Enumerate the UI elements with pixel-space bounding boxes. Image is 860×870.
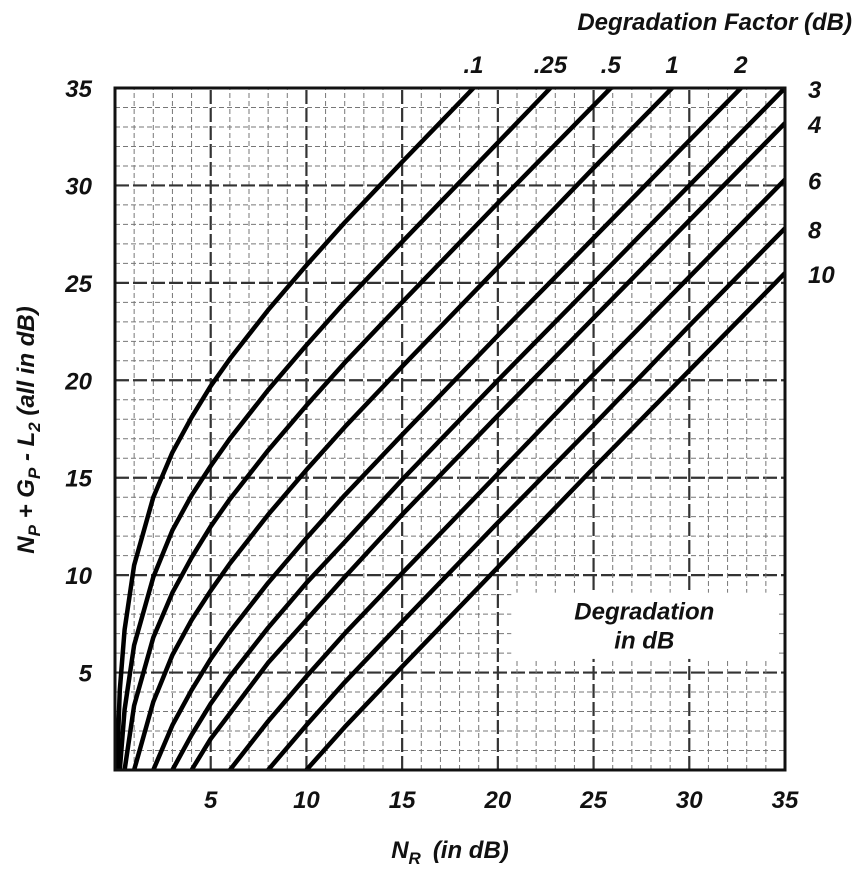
annotation-line2: in dB (614, 628, 674, 655)
curve-3 (170, 86, 787, 772)
curve-label: 2 (733, 52, 748, 79)
y-tick-label: 5 (79, 661, 93, 688)
curve-label: 10 (808, 262, 835, 289)
curve-8 (266, 226, 787, 772)
y-tick-label: 10 (65, 563, 92, 590)
curve-label: 4 (807, 112, 821, 139)
curve-label: 8 (808, 217, 822, 244)
y-tick-label: 25 (64, 271, 92, 298)
x-tick-label: 20 (484, 787, 512, 814)
x-tick-label: 30 (676, 787, 703, 814)
tick-labels: 5 10 15 20 25 30 35 5 10 15 20 25 30 35 (64, 76, 799, 814)
annotation-background (511, 592, 778, 659)
curve-label: .5 (601, 52, 622, 79)
curves (114, 86, 787, 772)
annotation-line1: Degradation (574, 599, 714, 626)
y-tick-label: 35 (65, 76, 92, 103)
plot-frame (113, 86, 787, 772)
x-tick-label: 35 (772, 787, 799, 814)
x-tick-label: 15 (389, 787, 416, 814)
curve-10 (304, 271, 787, 772)
curve-p1 (114, 86, 476, 771)
x-tick-label: 10 (293, 787, 320, 814)
curve-1 (131, 86, 674, 771)
curve-label: 3 (808, 77, 822, 104)
y-axis-label: NP + GP - L2 (all in dB) (13, 306, 44, 554)
curve-4 (189, 121, 787, 772)
curve-label: 1 (665, 52, 678, 79)
curve-label: 6 (808, 169, 822, 196)
curve-2 (151, 86, 743, 771)
y-tick-label: 15 (65, 466, 92, 493)
curve-p5 (122, 86, 613, 771)
x-axis-label: NR (in dB) (391, 837, 509, 868)
x-tick-label: 5 (204, 787, 218, 814)
curve-label: .25 (534, 52, 568, 79)
curve-p25 (117, 86, 553, 771)
curve-6 (228, 178, 787, 772)
curve-labels: .1 .25 .5 1 2 3 4 6 8 10 (463, 52, 835, 289)
y-tick-label: 20 (64, 368, 92, 395)
curve-label: .1 (463, 52, 483, 79)
chart-title: Degradation Factor (dB) (577, 9, 852, 36)
x-tick-label: 25 (579, 787, 607, 814)
y-tick-label: 30 (65, 173, 92, 200)
